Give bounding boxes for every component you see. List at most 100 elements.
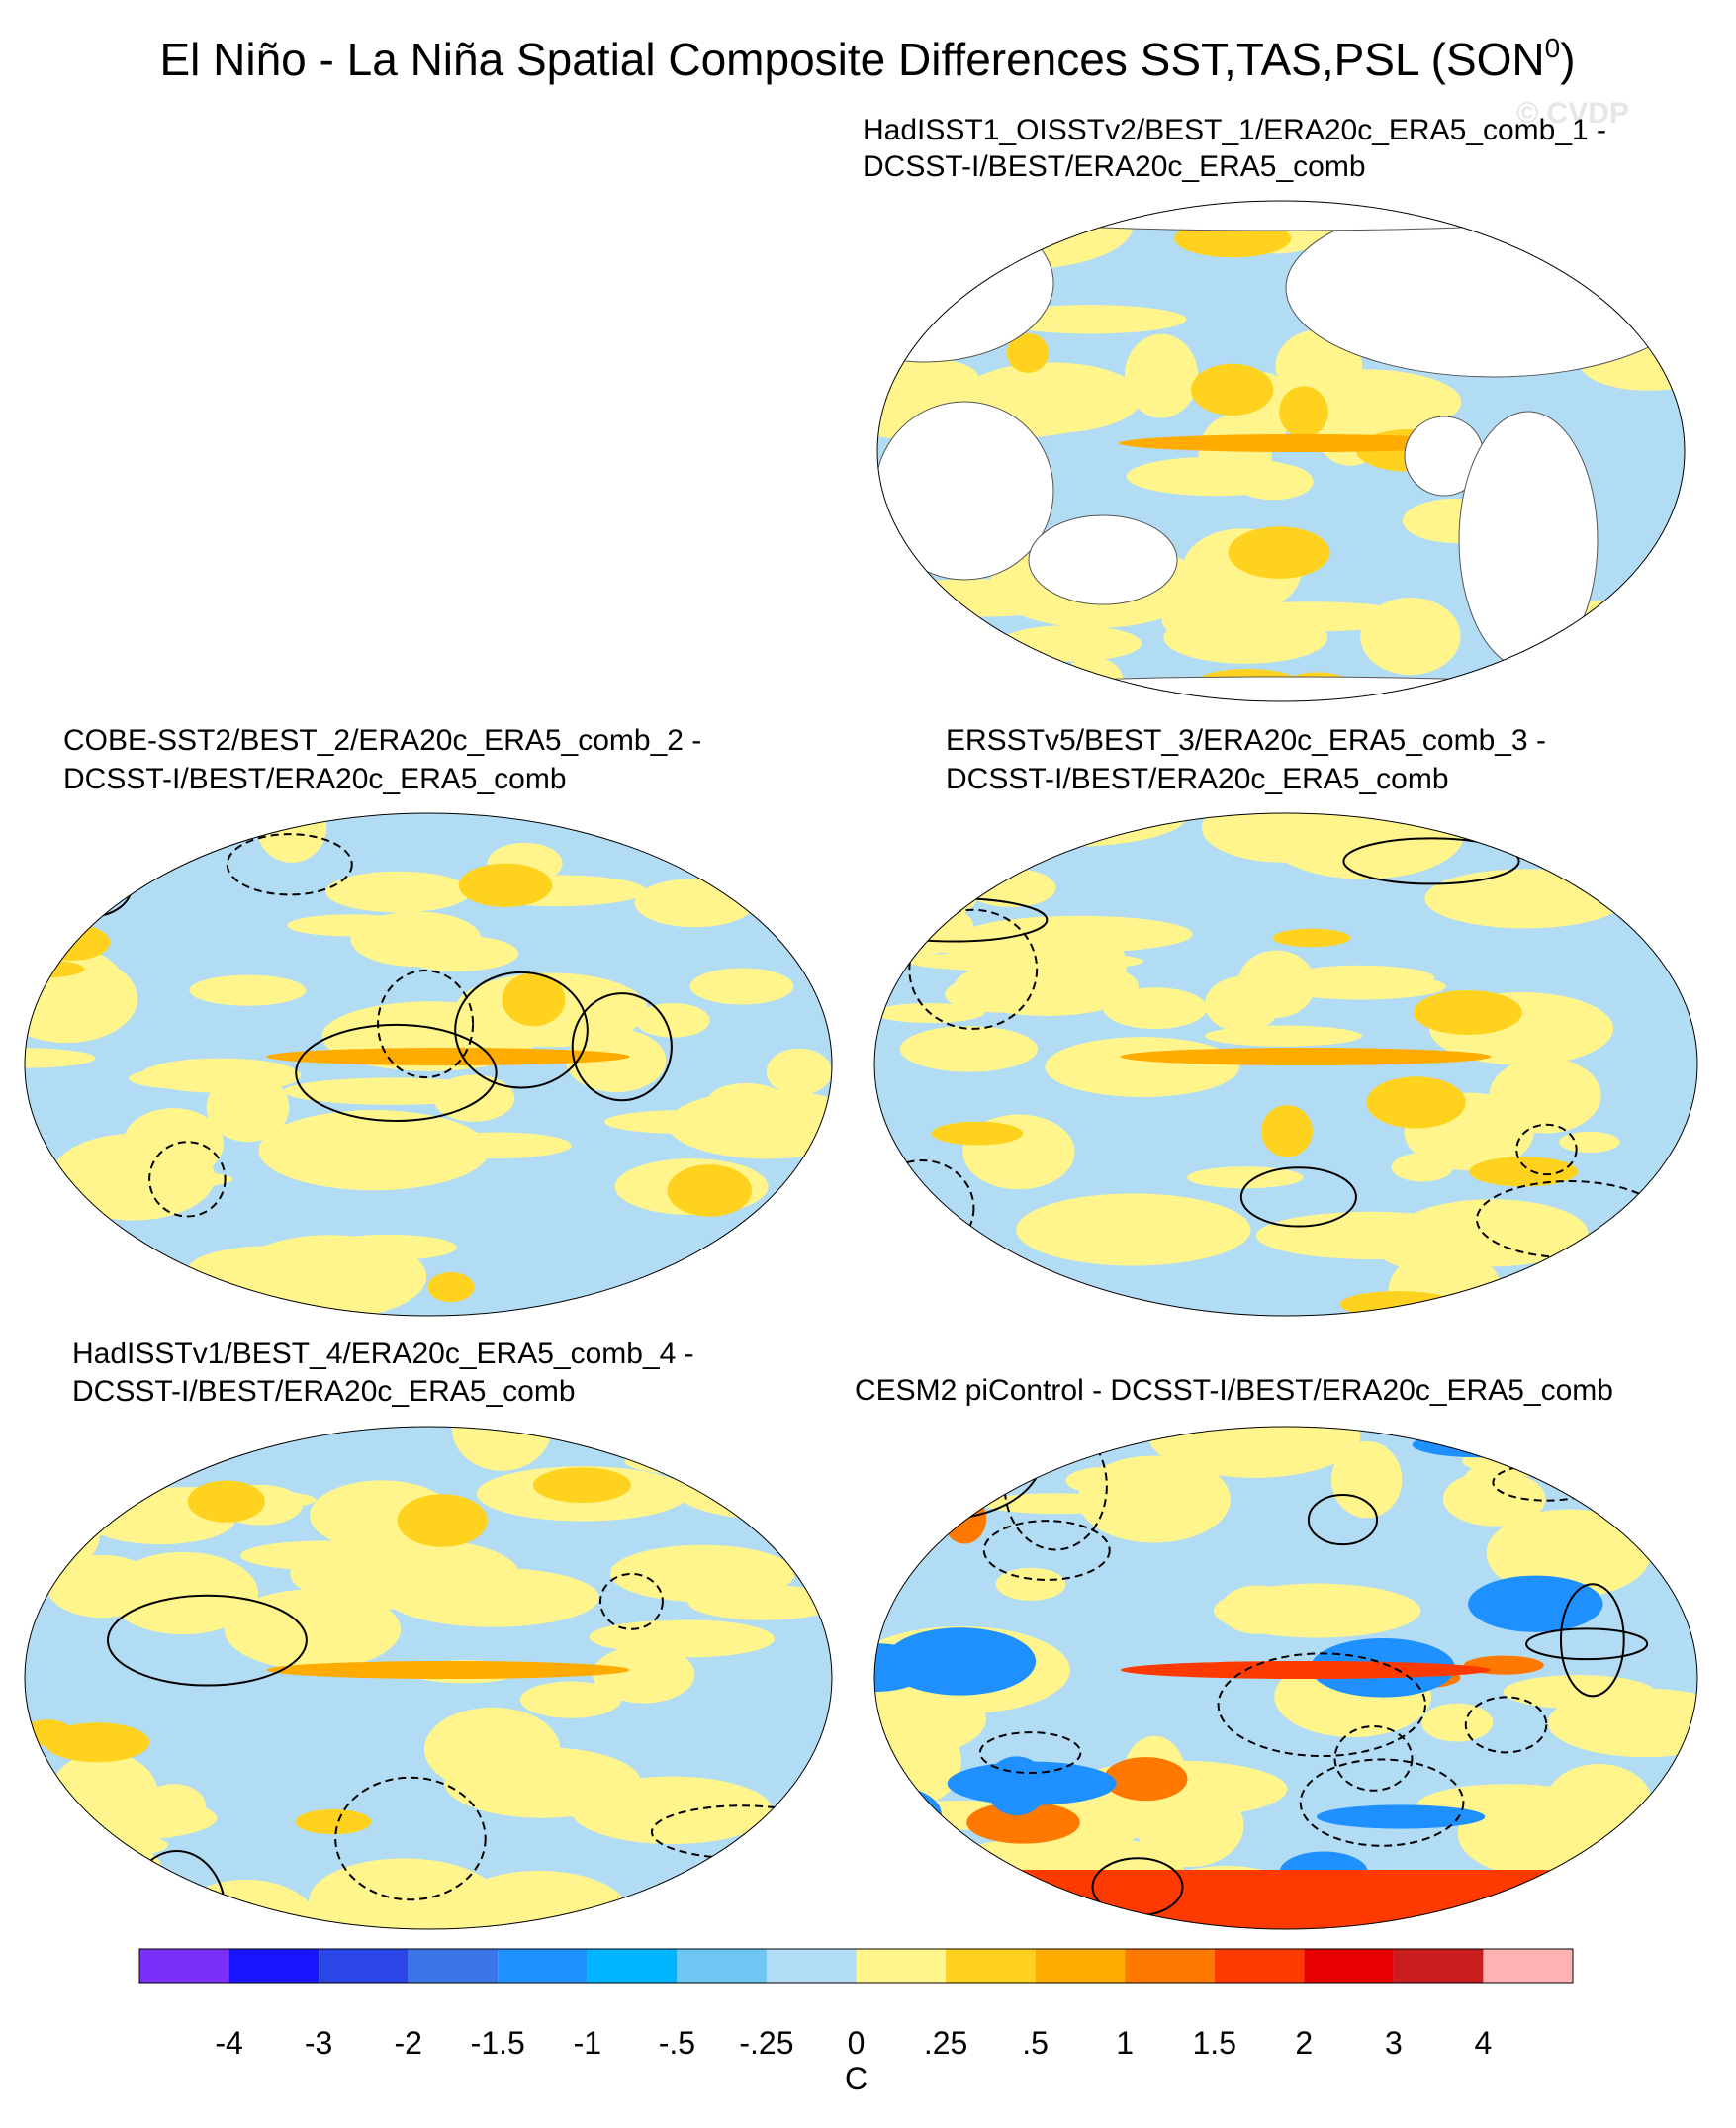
map [877,201,1685,701]
watermark: © CVDP [1516,97,1629,130]
map-contour [47,853,134,918]
colorbar-box [139,1949,229,1983]
map-blob [25,1427,226,1445]
map-blob [50,1133,216,1221]
panel-title: HadISST1_OISSTv2/BEST_1/ERA20c_ERA5_comb… [863,114,1606,146]
colorbar-box [498,1949,588,1983]
map-equator-band [266,1661,630,1679]
map-blob [1559,1131,1620,1154]
map-blob [1391,1153,1454,1182]
map-blob [945,676,1085,701]
map-contour [1299,1758,1465,1847]
colorbar-box [1214,1949,1305,1983]
map-blob [187,1480,265,1523]
map-blob [1020,1895,1097,1929]
map [25,813,832,1316]
panel-title: HadISSTv1/BEST_4/ERA20c_ERA5_comb_4 - [72,1338,694,1370]
map-equator-band [1120,1661,1492,1679]
map-blob [107,1551,259,1635]
map-blob [603,1110,761,1134]
colorbar-box [319,1949,409,1983]
map-blob [1284,965,1435,991]
colorbar-unit: C [845,2061,868,2096]
map-border [876,200,1686,702]
map-contour [334,1776,487,1901]
map-blob [398,935,519,971]
map-contour [1217,1652,1426,1758]
map-blob [319,1234,457,1260]
map-blob [874,1427,1014,1461]
map-blob [931,1121,1024,1146]
map-border [24,812,833,1317]
map-blob [1331,1440,1403,1519]
colorbar-box [1483,1949,1573,1983]
map-contour [1525,1627,1649,1661]
map-blob [1126,456,1306,497]
panel-title: DCSST-I/BEST/ERA20c_ERA5_comb [946,763,1449,795]
panel-title: DCSST-I/BEST/ERA20c_ERA5_comb [72,1375,576,1408]
map-blob [139,1058,302,1093]
map-border [873,1426,1698,1930]
map-blob [1468,1575,1603,1632]
map-blob [25,1794,218,1842]
map-blob [1255,1211,1486,1260]
map-contour [1464,1696,1548,1754]
map-blob [1442,1470,1546,1527]
map-border [24,1426,833,1930]
figure-title: El Niño - La Niña Spatial Composite Diff… [159,33,1575,85]
map-blob [258,1110,490,1191]
colorbar-label: -3 [305,2025,332,2061]
map-blob [1413,989,1522,1035]
map-contour [598,1572,664,1630]
colorbar-label: 2 [1295,2025,1313,2061]
colorbar-label: -.5 [659,2025,695,2061]
map-contour [874,1427,1014,1486]
map-blob [1228,526,1330,579]
colorbar-label: 4 [1475,2025,1493,2061]
map-blob [397,1494,488,1547]
map-land [1028,514,1178,605]
colorbar-box [587,1949,678,1983]
map-contour [377,970,475,1079]
map-blob [1062,657,1124,701]
map-blob [1434,1295,1476,1316]
map-blob [677,1247,805,1316]
map-equator-band [266,1048,630,1065]
map-blob [635,1002,710,1038]
map-blob [1420,1703,1494,1742]
colorbar-label: 1.5 [1193,2025,1236,2061]
map-blob [687,1584,832,1620]
map-land [1458,411,1599,670]
colorbar-label: 0 [848,2025,866,2061]
map-contour [1333,1725,1414,1792]
map-equator-band [1120,1048,1492,1065]
map-blob [1103,1757,1188,1802]
map-blob [325,871,472,913]
map-contour [454,971,589,1089]
map-blob [444,1747,642,1818]
map-blob [189,974,307,1006]
map-blob [432,1074,515,1122]
map-blob [533,1467,631,1503]
map-blob [953,1427,1135,1450]
map-blob [519,1681,622,1718]
map-blob [689,968,794,1005]
map-blob [1457,1790,1617,1877]
map-blob [945,975,1050,1013]
map [874,813,1697,1316]
map-blob [25,960,85,978]
panel-title: ERSSTv5/BEST_3/ERA20c_ERA5_comb_3 - [946,724,1546,757]
map-blob [976,209,1051,231]
map-blob [1213,1583,1421,1638]
map-border [873,812,1698,1317]
map-blob [766,1048,832,1095]
map-blob [287,914,416,937]
panel-title: DCSST-I/BEST/ERA20c_ERA5_comb [863,150,1366,183]
colorbar-box [1393,1949,1484,1983]
map-blob [309,1858,500,1929]
map-blob [1261,1105,1313,1157]
map-blob [624,1446,759,1475]
map-land [877,203,1054,363]
map-blob [224,1589,402,1670]
